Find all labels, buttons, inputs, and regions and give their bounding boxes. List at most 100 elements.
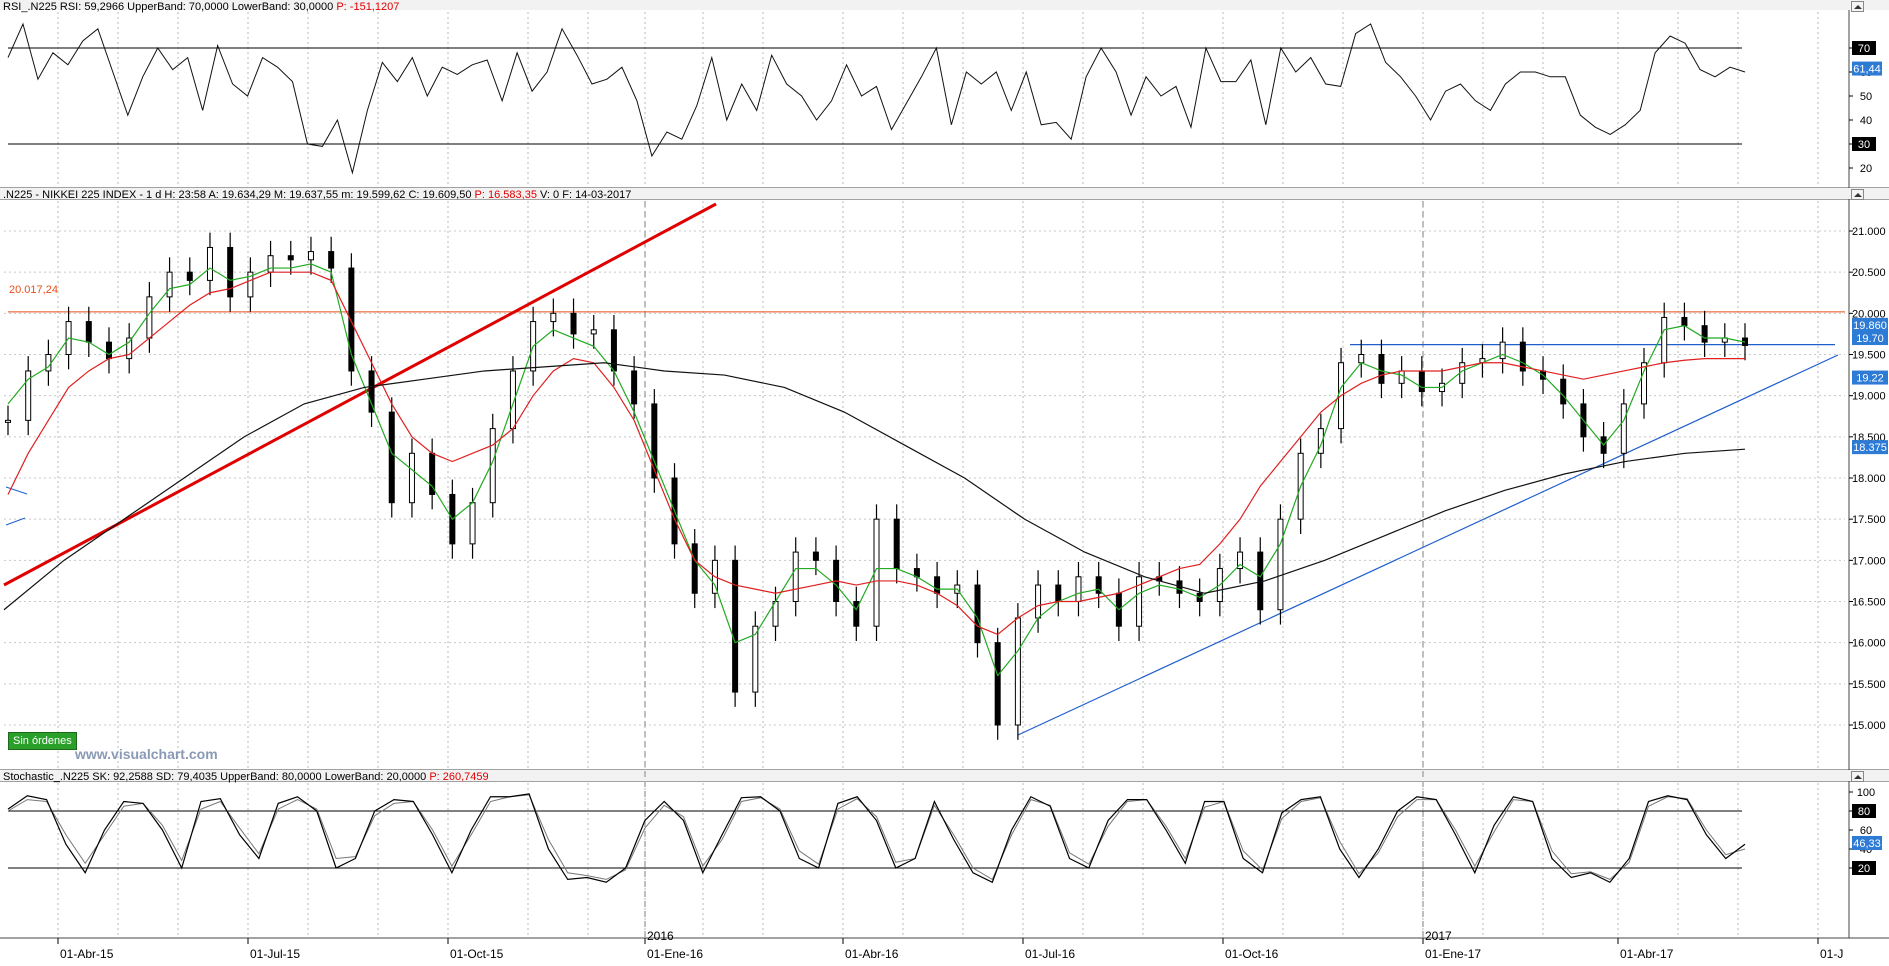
price-candle [206,246,213,281]
stoch-name: Stochastic_.N225 [3,771,90,783]
price-candle [105,341,112,360]
stoch-upper-tag-bg [1852,804,1876,818]
price-candle [1661,316,1668,364]
price-a-label: A: 19.634,29 [208,189,271,201]
rsi-value-label: RSI: 59,2966 [59,1,125,13]
stoch-lower-tag-bg [1852,861,1876,875]
rsi-y-tick: 50 [1860,91,1872,103]
price-candle [1499,341,1506,360]
rsi-line [7,22,1746,175]
price-tag-1-bg [1852,331,1888,346]
stoch-lower-label: LowerBand: 20,0000 [324,771,427,783]
price-y-tick: 15.000 [1852,720,1886,732]
price-candle [1681,316,1688,327]
stoch-y-tick: 100 [1857,787,1875,799]
stoch-header: Stochastic_.N225 SK: 92,2588 SD: 79,4035… [3,771,489,783]
price-candle [1035,584,1042,619]
price-v-label: V: 0 [540,189,560,201]
rsi-last-value-tag-bg [1852,61,1882,76]
price-candle [550,312,557,323]
price-candle [25,370,32,421]
price-panel-collapse-button[interactable] [1851,189,1864,200]
stoch-sd-line [7,794,1746,881]
price-m-label: M: 19.637,55 [273,189,339,201]
price-candle [1277,518,1284,611]
price-tag-2-bg [1852,370,1888,385]
price-y-tick: 15.500 [1852,679,1886,691]
x-axis-label: 01-Ene-16 [647,947,703,961]
price-candle [792,551,799,602]
price-candle [752,625,759,693]
stoch-upper-label: UpperBand: 80,0000 [220,771,322,783]
price-candle [85,321,92,343]
price-candle [469,502,476,545]
rsi-upper-tag: 70 [1858,43,1870,55]
price-candle [812,551,819,561]
stoch-upper-tag: 80 [1858,806,1870,818]
x-axis-label: 01-Oct-15 [450,947,504,961]
price-header: .N225 - NIKKEI 225 INDEX - 1 d H: 23:58 … [3,189,631,201]
rsi-lower-tag: 30 [1858,139,1870,151]
x-year-label: 2016 [647,929,674,943]
resistance-label: 20.017,24 [9,284,58,296]
price-candle [1398,370,1405,384]
price-candle [631,370,638,405]
price-candle [1237,551,1244,570]
watermark-text: www.visualchart.com [75,746,218,762]
price-y-tick: 16.000 [1852,638,1886,650]
price-tag-1: 19.70 [1856,333,1884,345]
x-axis-label: 01-Abr-16 [845,947,899,961]
price-y-tick: 17.000 [1852,555,1886,567]
price-candle [934,576,941,594]
price-candle [1055,584,1062,602]
price-name: .N225 - NIKKEI 225 INDEX - 1 d [3,189,162,201]
price-candle [1014,617,1021,726]
order-status-badge: Sin órdenes [8,732,77,750]
blue-trendline [1017,354,1839,736]
price-y-tick: 20.000 [1852,308,1886,320]
rsi-lower-tag-bg [1852,137,1876,151]
price-candle [974,584,981,644]
price-tag-2: 19.22 [1856,373,1884,385]
rsi-p-label: P: -151,1207 [336,1,400,13]
price-candle [126,337,133,360]
stoch-sd-label: SD: 79,4035 [155,771,218,783]
price-candle [994,642,1001,726]
price-candle [1317,428,1324,454]
stoch-y-tick: 60 [1860,825,1872,837]
price-candle [146,296,153,339]
price-candle [1418,370,1425,393]
x-axis-label: 01-Oct-16 [1225,947,1279,961]
rsi-upper-tag-bg [1852,41,1876,55]
price-y-tick: 19.000 [1852,391,1886,403]
x-axis-label: 01-Jul-16 [1025,947,1075,961]
price-candle [267,255,274,273]
rsi-panel-collapse-button[interactable] [1851,1,1864,12]
price-y-tick: 18.000 [1852,473,1886,485]
price-candle [1641,362,1648,405]
price-candle [227,246,234,298]
price-candle [1701,325,1708,343]
price-candle [651,403,658,479]
price-candle [853,601,860,627]
price-candle [1095,576,1102,594]
stoch-panel-collapse-button[interactable] [1851,771,1864,782]
price-candle [186,271,193,281]
price-y-tick: 20.500 [1852,267,1886,279]
price-candle [893,518,900,570]
rsi-lower-label: LowerBand: 30,0000 [231,1,334,13]
price-candle [590,329,597,335]
price-candle [1378,354,1385,384]
price-m2-label: m: 19.599,62 [341,189,406,201]
stoch-p-label: P: 260,7459 [429,771,489,783]
price-y-tick: 21.000 [1852,226,1886,238]
price-candle [732,559,739,693]
price-candle [368,370,375,413]
rsi-name: RSI_.N225 [3,1,57,13]
price-candle [166,271,173,298]
price-candle [287,255,294,261]
x-axis-label: 01-J [1820,947,1843,961]
x-axis-label: 01-Abr-17 [1620,947,1674,961]
